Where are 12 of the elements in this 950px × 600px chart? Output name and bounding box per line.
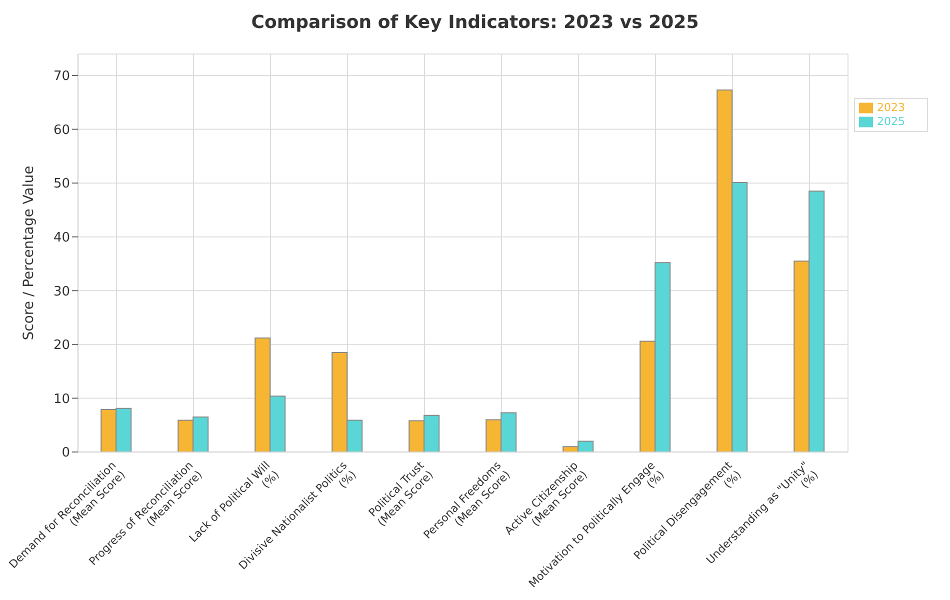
chart-title: Comparison of Key Indicators: 2023 vs 2025 — [250, 11, 700, 35]
legend-label: 2025 — [877, 115, 905, 128]
y-axis-title: Score / Percentage Value — [20, 166, 37, 340]
y-tick-label: 30 — [53, 284, 70, 300]
y-tick-label: 10 — [53, 392, 70, 407]
y-tick-label: 0 — [62, 446, 70, 461]
y-tick-label: 70 — [53, 69, 70, 84]
y-tick-label: 20 — [53, 338, 70, 354]
legend-label: 2023 — [877, 101, 905, 114]
y-tick-label: 50 — [53, 176, 70, 192]
y-tick-label: 60 — [53, 122, 70, 138]
y-tick-label: 40 — [53, 230, 70, 246]
